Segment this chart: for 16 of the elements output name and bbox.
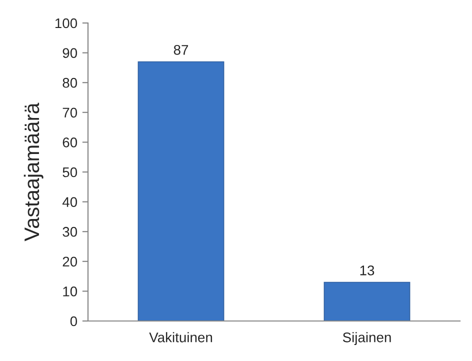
- y-tick-label: 60: [62, 138, 78, 148]
- y-tick-label: 20: [62, 256, 78, 267]
- y-tick-label: 90: [62, 48, 78, 58]
- y-tick-label: 30: [62, 226, 78, 237]
- y-tick-label: 0: [70, 316, 78, 326]
- x-tick-label: Sijainen: [342, 332, 391, 346]
- y-tick-label: 10: [63, 286, 78, 296]
- y-tick-label: 80: [62, 78, 78, 88]
- data-label: 13: [360, 266, 374, 276]
- y-axis-title: Vastaajamäärä: [24, 102, 44, 242]
- x-tick-label: Vakituinen: [149, 332, 212, 342]
- y-tick-label: 40: [62, 197, 78, 207]
- data-label: 87: [174, 44, 188, 55]
- y-tick-label: 100: [55, 18, 78, 28]
- y-tick-label: 70: [62, 108, 78, 118]
- y-tick-label: 50: [62, 167, 78, 178]
